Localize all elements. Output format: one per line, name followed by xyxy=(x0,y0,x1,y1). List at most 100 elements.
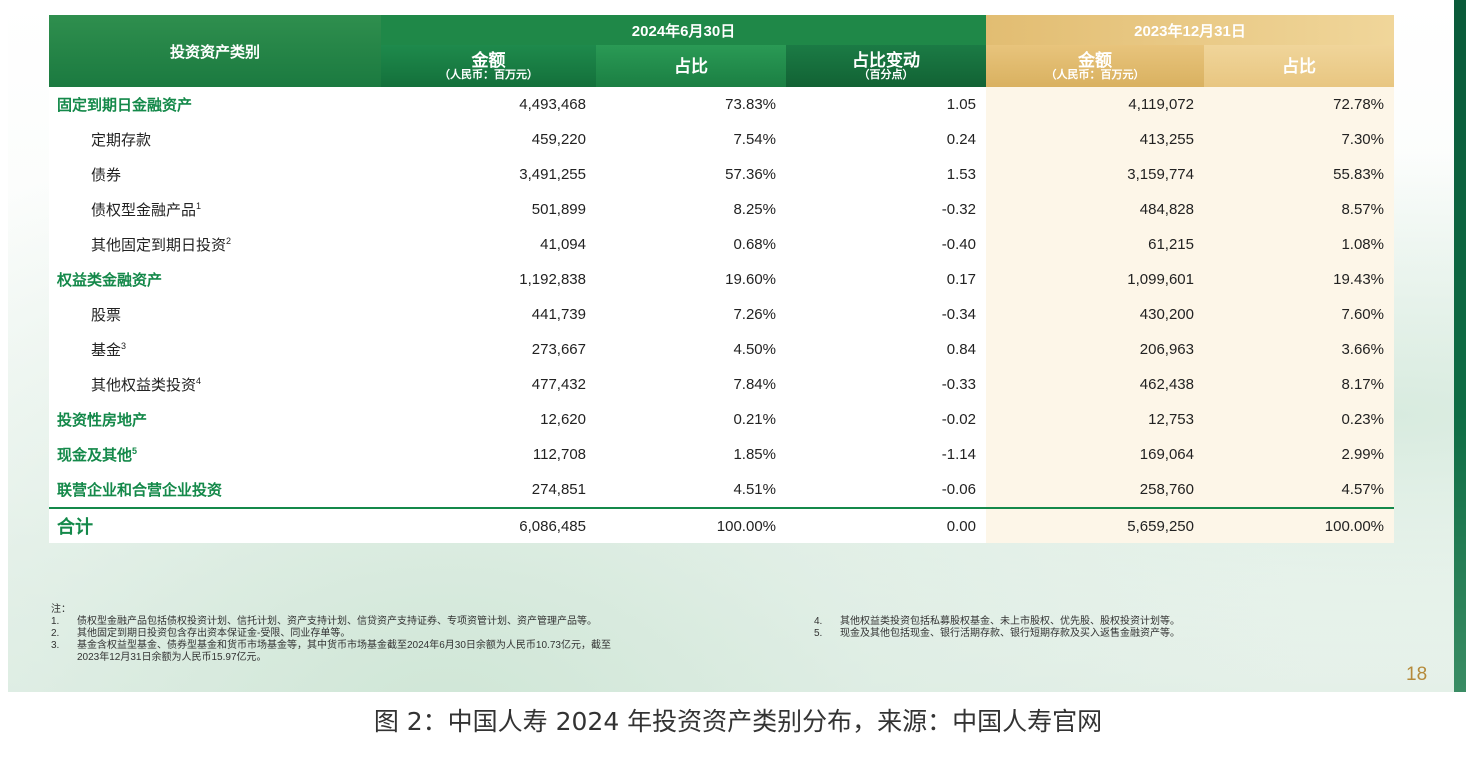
footnote-item: 5. 现金及其他包括现金、银行活期存款、银行短期存款及买入返售金融资产等。 xyxy=(814,628,1180,640)
total-amount-2024: 6,086,485 xyxy=(381,507,596,543)
ratio-2023-cell: 1.08% xyxy=(1204,227,1394,262)
row-label-text: 固定到期日金融资产 xyxy=(57,97,193,114)
header-change: 占比变动 （百分点） xyxy=(786,45,986,87)
ratio-2023-cell-text: 8.57% xyxy=(1341,201,1384,218)
ratio-change-cell-text: 1.53 xyxy=(946,166,976,183)
row-label-text: 定期存款 xyxy=(91,132,152,149)
ratio-2024-cell-text: 0.21% xyxy=(733,411,776,428)
ratio-2023-cell-text: 7.30% xyxy=(1341,131,1384,148)
header-amount-2024: 金额 （人民币：百万元） xyxy=(381,45,596,87)
footnote-number: 3. xyxy=(51,640,60,651)
amount-2024-cell-text: 441,739 xyxy=(531,306,586,323)
investment-asset-table: 投资资产类别 2024年6月30日 2023年12月31日 金额 （人民币：百万元… xyxy=(49,15,1394,543)
ratio-2024-cell-text: 19.60% xyxy=(725,271,776,288)
row-label-text: 股票 xyxy=(91,307,122,324)
amount-2023-cell: 169,064 xyxy=(986,437,1204,472)
table-row: 股票 441,739 7.26% -0.34 430,200 7.60% xyxy=(49,297,1394,332)
total-ratio-2023: 100.00% xyxy=(1204,507,1394,543)
page-number: 18 xyxy=(1406,664,1428,685)
amount-unit: （人民币：百万元） xyxy=(439,68,538,81)
amount-2023-cell-text: 206,963 xyxy=(1139,341,1194,358)
amount-2024-cell: 41,094 xyxy=(381,227,596,262)
table-row: 固定到期日金融资产 4,493,468 73.83% 1.05 4,119,072 72.… xyxy=(49,87,1394,122)
ratio-2024-cell: 8.25% xyxy=(596,192,786,227)
footnote-text: 2023年12月31日余额为人民币15.97亿元。 xyxy=(77,652,267,663)
row-label-text: 投资性房地产 xyxy=(57,412,148,429)
ratio-2023-cell-text: 19.43% xyxy=(1333,271,1384,288)
ratio-2024-cell-text: 73.83% xyxy=(725,96,776,113)
footnote-number: 2. xyxy=(51,628,60,639)
amount-2024-cell: 4,493,468 xyxy=(381,87,596,122)
ratio-2023-cell-text: 4.57% xyxy=(1341,481,1384,498)
ratio-2023-cell-text: 2.99% xyxy=(1341,446,1384,463)
amount-2023-cell: 462,438 xyxy=(986,367,1204,402)
ratio-change-cell: 0.84 xyxy=(786,332,986,367)
row-label: 其他权益类投资4 xyxy=(49,367,381,402)
amount-2024-cell-text: 501,899 xyxy=(531,201,586,218)
amount-2024-cell-text: 459,220 xyxy=(531,131,586,148)
ratio-2024-cell: 0.21% xyxy=(596,402,786,437)
footnotes-title: 注： xyxy=(51,604,71,615)
ratio-2024-cell-text: 4.50% xyxy=(733,341,776,358)
amount-2023-cell-text: 4,119,072 xyxy=(1128,96,1194,113)
amount-2024-cell: 501,899 xyxy=(381,192,596,227)
ratio-change-cell-text: 0.84 xyxy=(946,341,976,358)
amount-label: 金额 xyxy=(471,50,506,70)
ratio-2024-cell: 4.51% xyxy=(596,472,786,508)
ratio-change-cell: -0.40 xyxy=(786,227,986,262)
amount-2024-cell-text: 12,620 xyxy=(540,411,586,428)
ratio-change-cell-text: -1.14 xyxy=(941,446,976,463)
footnote-text: 其他固定到期日投资包含存出资本保证金-受限、同业存单等。 xyxy=(77,628,351,639)
row-label-text: 联营企业和合营企业投资 xyxy=(57,482,223,499)
amount-2024-cell-text: 112,708 xyxy=(532,446,586,463)
ratio-change-cell-text: -0.32 xyxy=(941,201,976,218)
amount-2024-cell: 441,739 xyxy=(381,297,596,332)
footnote-number: 5. xyxy=(814,628,823,639)
amount-2024-cell-text: 4,493,468 xyxy=(519,96,586,113)
ratio-change-cell: -0.02 xyxy=(786,402,986,437)
total-ratio-change: 0.00 xyxy=(786,507,986,543)
ratio-2023-cell: 2.99% xyxy=(1204,437,1394,472)
amount-2023-cell: 258,760 xyxy=(986,472,1204,508)
ratio-change-cell-text: 1.05 xyxy=(946,96,976,113)
ratio-2024-cell-text: 4.51% xyxy=(733,481,776,498)
amount-2024-cell: 477,432 xyxy=(381,367,596,402)
ratio-2023-cell: 8.57% xyxy=(1204,192,1394,227)
footnote-ref: 3 xyxy=(121,341,127,351)
table-row: 债权型金融产品1 501,899 8.25% -0.32 484,828 8.57% xyxy=(49,192,1394,227)
amount-2023-cell: 430,200 xyxy=(986,297,1204,332)
ratio-2023-cell-text: 72.78% xyxy=(1333,96,1384,113)
row-label: 债券 xyxy=(49,157,381,192)
ratio-2023-cell: 7.30% xyxy=(1204,122,1394,157)
total-ratio-2024: 100.00% xyxy=(596,507,786,543)
ratio-2023-cell: 19.43% xyxy=(1204,262,1394,297)
amount-unit: （人民币：百万元） xyxy=(1045,68,1145,81)
row-label-text: 其他权益类投资 xyxy=(91,377,197,394)
ratio-change-cell: 0.17 xyxy=(786,262,986,297)
ratio-2024-cell: 7.26% xyxy=(596,297,786,332)
amount-2023-cell-text: 169,064 xyxy=(1139,446,1194,463)
footnote-number xyxy=(51,652,77,664)
footnote-text: 其他权益类投资包括私募股权基金、未上市股权、优先股、股权投资计划等。 xyxy=(840,616,1180,627)
table-body: 固定到期日金融资产 4,493,468 73.83% 1.05 4,119,072 72.… xyxy=(49,87,1394,543)
ratio-2024-cell-text: 1.85% xyxy=(733,446,776,463)
row-label-text: 其他固定到期日投资 xyxy=(91,237,227,254)
amount-2023-cell: 484,828 xyxy=(986,192,1204,227)
ratio-2024-cell: 7.54% xyxy=(596,122,786,157)
ratio-2024-cell-text: 7.54% xyxy=(733,131,776,148)
ratio-change-cell: -0.33 xyxy=(786,367,986,402)
ratio-change-cell: 1.53 xyxy=(786,157,986,192)
amount-2023-cell: 1,099,601 xyxy=(986,262,1204,297)
footnote-item: 2023年12月31日余额为人民币15.97亿元。 xyxy=(51,652,611,664)
ratio-2023-cell: 72.78% xyxy=(1204,87,1394,122)
slide-edge-decoration xyxy=(1454,0,1466,692)
row-label-text: 债券 xyxy=(91,167,122,184)
ratio-change-cell-text: -0.33 xyxy=(941,376,976,393)
header-ratio-2023: 占比 xyxy=(1204,45,1394,87)
ratio-change-cell-text: -0.06 xyxy=(941,481,976,498)
ratio-2024-cell-text: 7.84% xyxy=(733,376,776,393)
row-label-text: 现金及其他 xyxy=(57,447,133,464)
amount-2023-cell-text: 484,828 xyxy=(1139,201,1194,218)
footnote-item: 3. 基金含权益型基金、债券型基金和货币市场基金等，其中货币市场基金截至2024年… xyxy=(51,640,611,652)
ratio-2023-cell: 3.66% xyxy=(1204,332,1394,367)
